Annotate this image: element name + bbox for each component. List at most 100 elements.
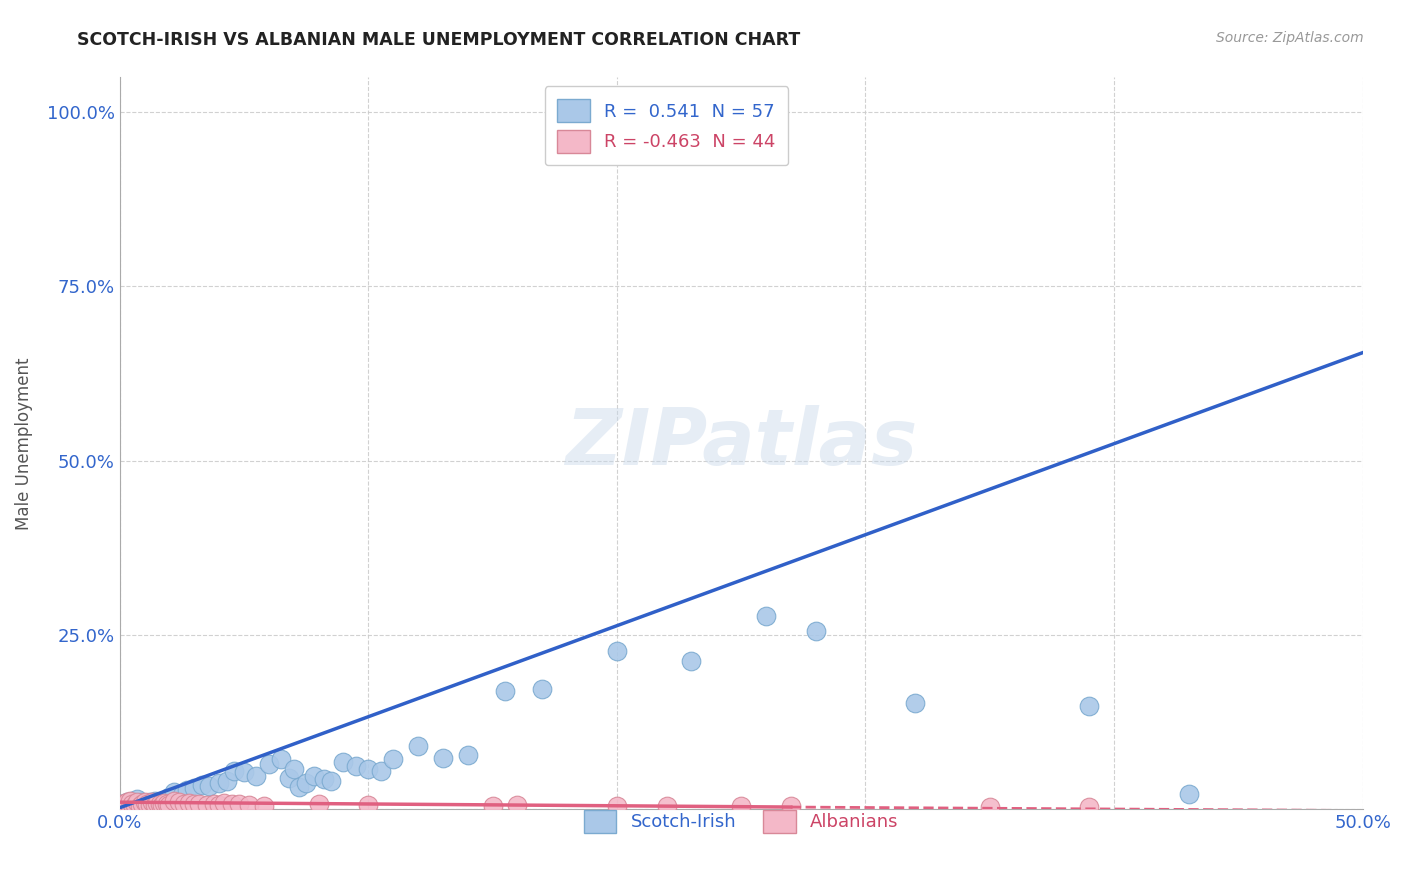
Point xyxy=(115,795,138,809)
Point xyxy=(121,797,143,811)
Point xyxy=(277,771,299,785)
Point xyxy=(198,779,221,793)
Point xyxy=(170,788,193,802)
Point xyxy=(531,681,554,696)
Point xyxy=(134,797,156,811)
Point xyxy=(370,764,392,778)
Point xyxy=(1078,800,1101,814)
Point xyxy=(153,795,176,809)
Point xyxy=(124,797,146,812)
Point xyxy=(730,799,752,814)
Point xyxy=(127,795,149,809)
Point xyxy=(179,796,201,810)
Point xyxy=(302,769,325,783)
Point xyxy=(1078,698,1101,713)
Point xyxy=(312,772,335,787)
Point xyxy=(159,797,181,812)
Point xyxy=(146,796,169,810)
Point xyxy=(208,797,231,812)
Point xyxy=(159,789,181,804)
Point xyxy=(136,797,159,811)
Point xyxy=(143,797,166,812)
Point xyxy=(173,797,195,811)
Point xyxy=(150,797,173,812)
Point xyxy=(138,795,160,809)
Point xyxy=(143,794,166,808)
Point xyxy=(141,795,163,809)
Point xyxy=(156,797,179,811)
Point xyxy=(146,797,169,812)
Point xyxy=(150,796,173,810)
Point xyxy=(228,797,250,812)
Point xyxy=(755,609,778,624)
Point xyxy=(176,783,198,797)
Text: SCOTCH-IRISH VS ALBANIAN MALE UNEMPLOYMENT CORRELATION CHART: SCOTCH-IRISH VS ALBANIAN MALE UNEMPLOYME… xyxy=(77,31,800,49)
Point xyxy=(121,794,143,808)
Point xyxy=(148,798,170,813)
Point xyxy=(804,624,827,639)
Point xyxy=(481,798,503,813)
Point xyxy=(128,799,150,814)
Legend: Scotch-Irish, Albanians: Scotch-Irish, Albanians xyxy=(572,799,910,844)
Point xyxy=(114,797,136,812)
Point xyxy=(344,759,367,773)
Point xyxy=(114,797,136,812)
Point xyxy=(141,797,163,811)
Point xyxy=(221,797,243,811)
Point xyxy=(215,774,238,789)
Point xyxy=(124,799,146,814)
Point xyxy=(655,798,678,813)
Point xyxy=(457,748,479,763)
Point xyxy=(979,800,1001,814)
Point xyxy=(163,785,186,799)
Point xyxy=(188,797,211,812)
Point xyxy=(904,696,927,710)
Point xyxy=(257,756,280,771)
Point xyxy=(606,799,628,814)
Point xyxy=(287,780,309,794)
Point xyxy=(681,654,703,668)
Point xyxy=(131,797,153,811)
Point xyxy=(238,797,260,812)
Point xyxy=(183,781,205,796)
Point xyxy=(1177,787,1199,801)
Point xyxy=(270,752,292,766)
Point xyxy=(115,795,138,809)
Y-axis label: Male Unemployment: Male Unemployment xyxy=(15,357,32,530)
Point xyxy=(406,739,429,754)
Point xyxy=(138,797,160,812)
Point xyxy=(319,774,342,789)
Point xyxy=(195,797,218,812)
Point xyxy=(136,797,159,812)
Point xyxy=(779,799,801,814)
Point xyxy=(245,769,267,783)
Point xyxy=(131,795,153,809)
Point xyxy=(183,797,205,811)
Point xyxy=(191,778,214,792)
Point xyxy=(118,798,141,813)
Point xyxy=(148,797,170,812)
Point xyxy=(357,797,380,812)
Point xyxy=(169,795,191,809)
Point xyxy=(202,797,225,811)
Point xyxy=(506,797,529,812)
Point xyxy=(233,765,256,780)
Point xyxy=(283,763,305,777)
Point xyxy=(295,775,318,789)
Point xyxy=(222,764,245,778)
Point xyxy=(134,795,156,809)
Point xyxy=(357,762,380,776)
Point xyxy=(308,797,330,811)
Point xyxy=(212,796,235,810)
Point xyxy=(494,683,516,698)
Point xyxy=(128,797,150,812)
Point xyxy=(253,798,276,813)
Point xyxy=(163,794,186,808)
Point xyxy=(153,796,176,810)
Text: ZIPatlas: ZIPatlas xyxy=(565,405,917,482)
Point xyxy=(111,797,134,811)
Point xyxy=(111,797,134,811)
Point xyxy=(118,794,141,808)
Point xyxy=(208,775,231,789)
Point xyxy=(606,644,628,658)
